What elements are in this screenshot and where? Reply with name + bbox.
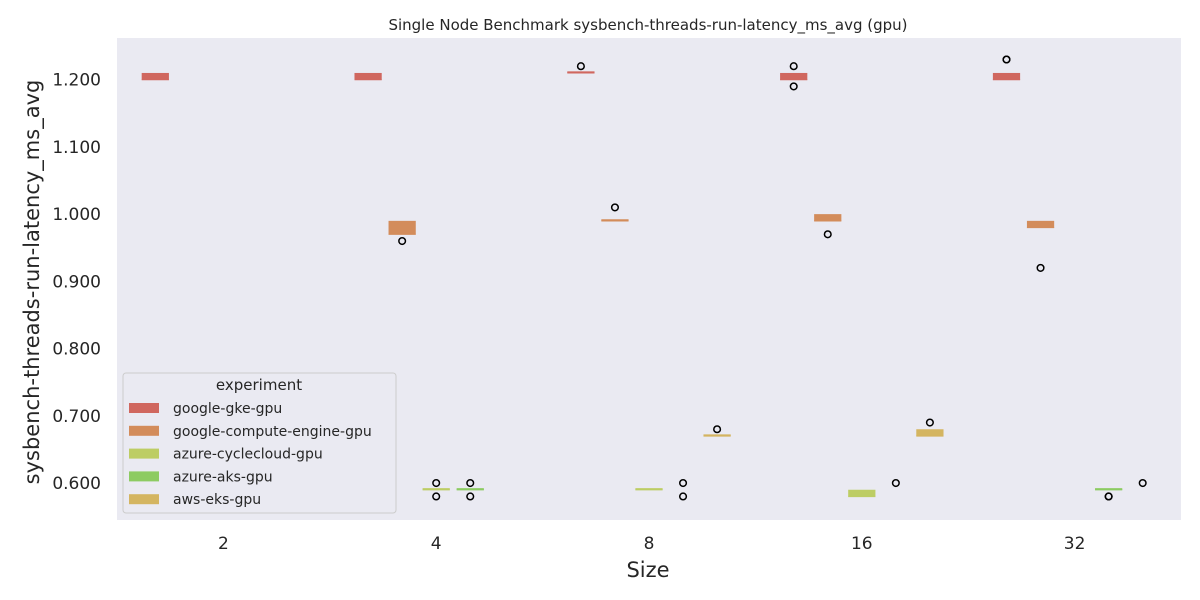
box-series: [141, 71, 1123, 498]
box-google-gke-gpu-8: [567, 71, 595, 73]
x-tick-label: 4: [431, 534, 442, 554]
box-azure-aks-gpu-4: [456, 488, 484, 490]
outlier-point: [610, 203, 620, 212]
box-aws-eks-gpu-8: [703, 434, 731, 436]
y-tick-label: 0.800: [52, 340, 101, 360]
box-google-gke-gpu-32: [992, 72, 1021, 80]
chart-title: Single Node Benchmark sysbench-threads-r…: [388, 16, 907, 35]
y-tick-label: 1.200: [52, 71, 101, 91]
legend: experiment google-gke-gpu google-compute-…: [122, 372, 397, 514]
box-google-compute-engine-gpu-16: [814, 214, 842, 221]
x-tick-label: 8: [644, 534, 655, 554]
outlier-point: [925, 418, 934, 427]
outlier-point: [823, 230, 832, 239]
legend-label: google-gke-gpu: [173, 401, 282, 417]
legend-frame: [122, 372, 397, 514]
legend-label: azure-cyclecloud-gpu: [173, 447, 323, 463]
x-axis-title: Size: [626, 558, 669, 582]
outlier-point: [678, 492, 688, 501]
outlier-point: [789, 62, 798, 71]
box-google-compute-engine-gpu-32: [1026, 220, 1055, 228]
outlier-point: [789, 82, 798, 91]
legend-swatch: [129, 494, 159, 505]
box-azure-aks-gpu-32: [1095, 488, 1123, 490]
legend-label: azure-aks-gpu: [173, 469, 273, 485]
box-azure-cyclecloud-gpu-4: [422, 488, 450, 490]
outlier-points: [398, 55, 1147, 501]
outlier-point: [466, 492, 475, 501]
box-google-gke-gpu-16: [780, 72, 808, 80]
outlier-point: [1104, 492, 1113, 501]
outlier-point: [432, 478, 441, 488]
box-google-gke-gpu-4: [354, 72, 382, 80]
y-tick-label: 1.100: [52, 138, 101, 158]
box-azure-cyclecloud-gpu-8: [635, 488, 663, 490]
outlier-point: [891, 478, 900, 488]
y-axis-ticks: 0.600 0.700 0.800 0.900 1.000 1.100 1.200: [52, 71, 101, 494]
outlier-point: [1002, 55, 1011, 64]
outlier-point: [576, 62, 585, 71]
x-axis-ticks: 2 4 8 16 32: [218, 534, 1085, 554]
outlier-point: [432, 492, 441, 501]
outlier-point: [713, 425, 722, 434]
legend-title: experiment: [216, 376, 302, 394]
legend-label: aws-eks-gpu: [173, 492, 261, 508]
outlier-point: [1138, 478, 1147, 488]
legend-swatch: [129, 403, 159, 413]
box-google-compute-engine-gpu-8: [601, 219, 629, 221]
outlier-point: [398, 236, 407, 246]
outlier-point: [466, 478, 475, 488]
box-azure-cyclecloud-gpu-16: [848, 489, 876, 497]
y-axis-title: sysbench-threads-run-latency_ms_avg: [20, 80, 45, 485]
y-tick-label: 0.900: [52, 272, 101, 292]
x-tick-label: 16: [851, 534, 873, 554]
y-tick-label: 0.600: [52, 474, 101, 494]
y-tick-label: 0.700: [52, 407, 101, 427]
y-tick-label: 1.000: [52, 205, 101, 225]
outlier-point: [1036, 263, 1045, 272]
legend-label: google-compute-engine-gpu: [173, 424, 372, 440]
legend-swatch: [129, 471, 159, 482]
x-tick-label: 32: [1064, 534, 1086, 554]
x-tick-label: 2: [218, 534, 229, 554]
legend-swatch: [129, 448, 159, 459]
outlier-point: [678, 478, 688, 488]
box-google-gke-gpu-2: [141, 72, 169, 80]
box-google-compute-engine-gpu-4: [388, 220, 416, 235]
legend-swatch: [129, 425, 159, 436]
box-aws-eks-gpu-16: [916, 429, 944, 436]
